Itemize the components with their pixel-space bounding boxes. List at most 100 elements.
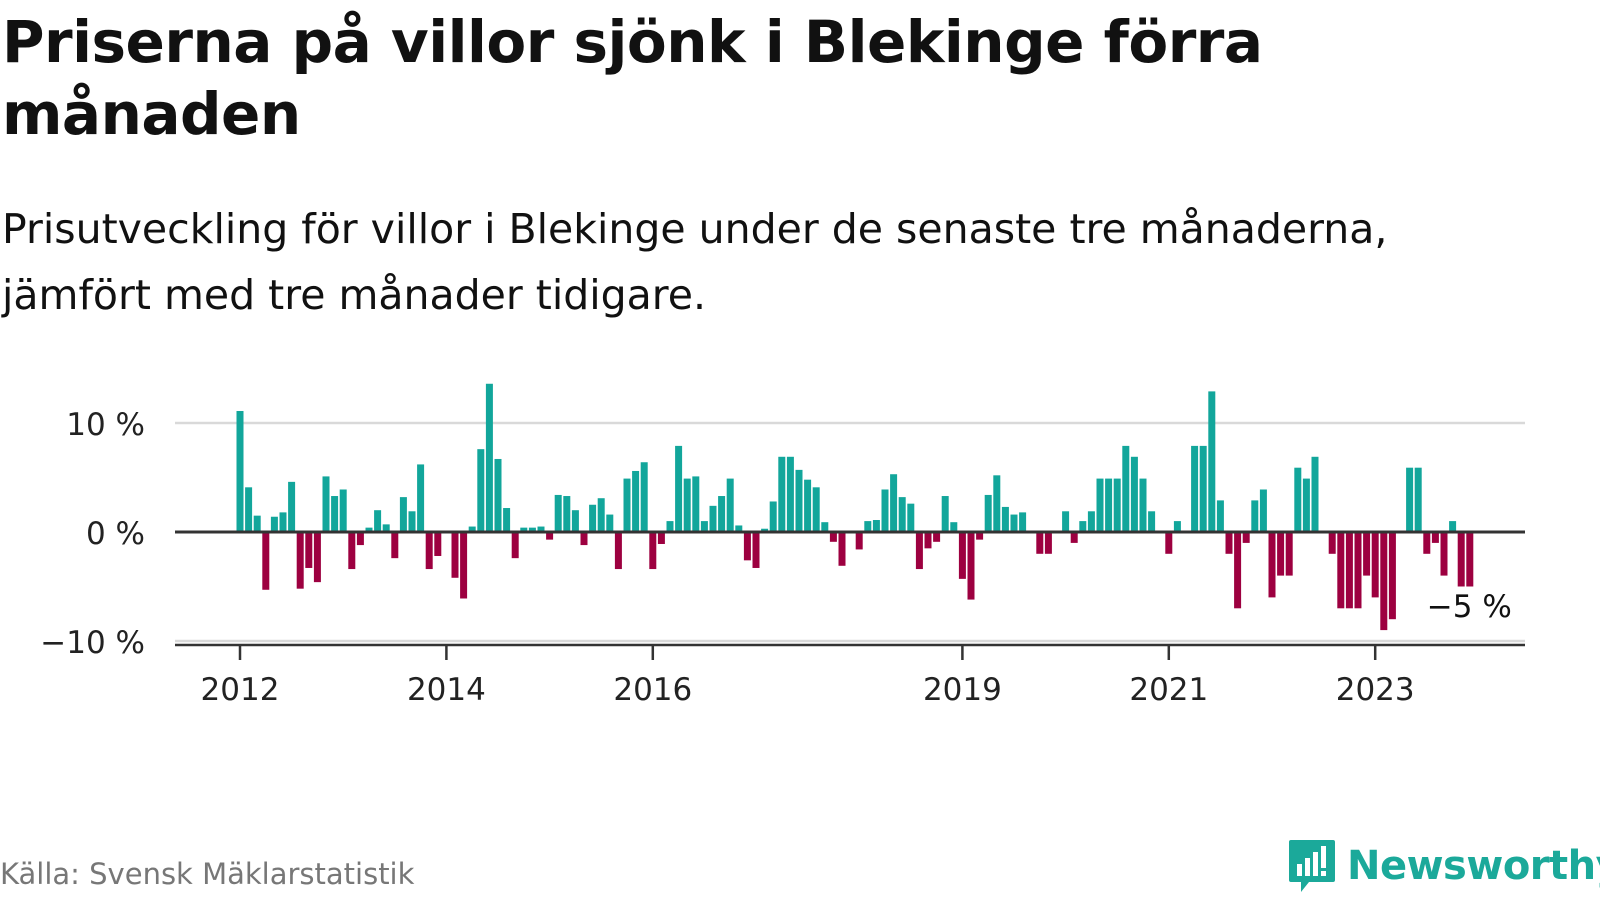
bar <box>614 532 622 570</box>
bar <box>1466 532 1474 587</box>
x-tick-label: 2023 <box>1336 672 1415 708</box>
bar <box>812 487 820 532</box>
bar <box>640 462 648 532</box>
bar <box>984 494 992 532</box>
bar <box>1044 532 1052 554</box>
bar <box>804 479 812 532</box>
bar <box>872 520 880 532</box>
bar <box>1380 532 1388 631</box>
bar <box>864 521 872 532</box>
bar <box>709 505 717 532</box>
bar <box>408 511 416 532</box>
bar <box>632 470 640 532</box>
bar <box>967 532 975 600</box>
bar <box>907 503 915 532</box>
bar <box>305 532 313 568</box>
bar <box>546 532 554 540</box>
bar <box>554 494 562 532</box>
x-tick-label: 2019 <box>923 672 1002 708</box>
bar <box>1294 467 1302 532</box>
newsworthy-chart-bubble-icon <box>1289 840 1335 892</box>
bar <box>1371 532 1379 598</box>
bar <box>1234 532 1242 609</box>
bar <box>477 449 485 532</box>
bar <box>726 478 734 532</box>
bar <box>1062 511 1070 532</box>
bar <box>485 383 493 532</box>
grid-lines <box>175 421 1525 643</box>
bar <box>1388 532 1396 620</box>
axes <box>175 530 1525 660</box>
bar <box>958 532 966 579</box>
bar <box>1242 532 1250 543</box>
bar <box>1165 532 1173 554</box>
bar <box>262 532 270 590</box>
bar <box>468 526 476 532</box>
bar <box>417 464 425 532</box>
bar <box>821 522 829 532</box>
bar <box>253 515 261 532</box>
bar <box>1328 532 1336 554</box>
bar <box>580 532 588 546</box>
bar <box>1130 456 1138 532</box>
bar <box>1311 456 1319 532</box>
bar <box>451 532 459 578</box>
bar <box>1345 532 1353 609</box>
bar <box>683 478 691 532</box>
bar <box>537 526 545 532</box>
bar <box>1354 532 1362 609</box>
bar <box>460 532 468 599</box>
bar <box>1363 532 1371 576</box>
bar <box>1423 532 1431 554</box>
bar <box>950 522 958 532</box>
bar <box>933 532 941 542</box>
bar <box>399 497 407 532</box>
bar <box>1414 467 1422 532</box>
bar <box>597 498 605 532</box>
bar <box>769 501 777 532</box>
bar <box>236 411 244 532</box>
y-tick-label: −10 % <box>40 625 145 661</box>
bar <box>374 510 382 532</box>
bar <box>1277 532 1285 576</box>
bar <box>761 528 769 532</box>
bar <box>1199 445 1207 532</box>
bar-chart: 10 % 0 % −10 % 2012 2014 2016 2019 2021 2023 −5 % <box>40 383 1525 708</box>
bar <box>657 532 665 544</box>
bar <box>503 508 511 532</box>
bar <box>1337 532 1345 609</box>
bar <box>1251 500 1259 532</box>
bar <box>1302 478 1310 532</box>
bar <box>838 532 846 566</box>
bar <box>649 532 657 570</box>
bar <box>915 532 923 570</box>
bar <box>494 458 502 532</box>
bar <box>718 496 726 532</box>
bar <box>1216 500 1224 532</box>
tick-labels: 10 % 0 % −10 % 2012 2014 2016 2019 2021 2023 −5 % <box>40 407 1512 708</box>
bar <box>425 532 433 570</box>
bar <box>795 469 803 532</box>
bar <box>1285 532 1293 576</box>
bar <box>1113 478 1121 532</box>
x-tick-label: 2014 <box>407 672 486 708</box>
bar <box>322 476 330 532</box>
bar <box>941 496 949 532</box>
bar <box>692 476 700 532</box>
bar <box>743 532 751 561</box>
bar <box>511 532 519 559</box>
bar <box>1019 512 1027 532</box>
bar <box>528 527 536 532</box>
bar <box>675 445 683 532</box>
bar <box>881 489 889 532</box>
bar <box>1406 467 1414 532</box>
bar <box>1431 532 1439 543</box>
bar <box>382 524 390 532</box>
bar <box>1139 478 1147 532</box>
bar <box>752 532 760 568</box>
last-value-label: −5 % <box>1427 589 1512 625</box>
bar <box>1087 511 1095 532</box>
x-tick-label: 2012 <box>201 672 280 708</box>
bar <box>1457 532 1465 587</box>
x-tick-label: 2021 <box>1129 672 1208 708</box>
